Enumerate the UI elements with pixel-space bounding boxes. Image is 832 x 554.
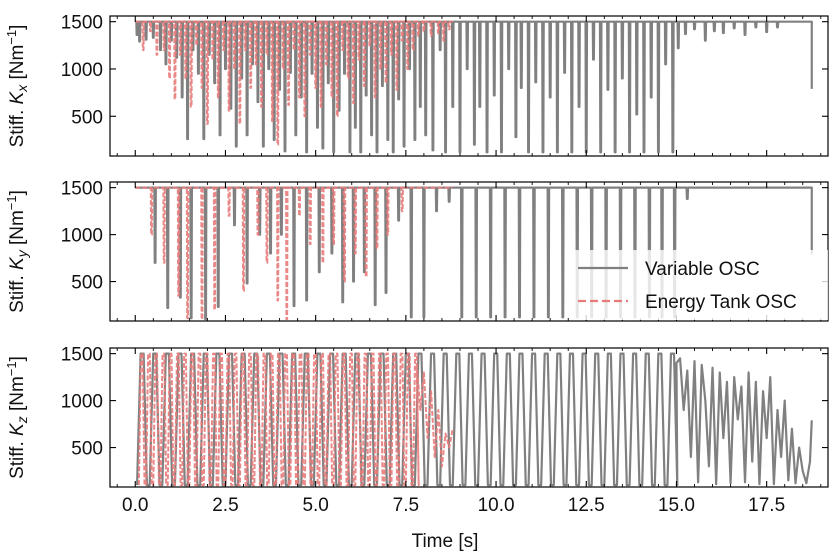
legend: Variable OSC Energy Tank OSC (572, 250, 828, 320)
y-tick-label-y: 1000 (61, 226, 103, 247)
y-tick-label-z: 1500 (61, 345, 103, 366)
y-label-symbol: K (7, 90, 28, 104)
y-label-close: ] (7, 190, 28, 195)
y-axis-label-x: Stiff. Kx [Nm−1] (4, 25, 30, 148)
axes-frame-z (109, 347, 829, 488)
x-tick-label: 17.5 (748, 495, 785, 516)
legend-label-variable-osc: Variable OSC (645, 259, 760, 280)
series-line-energy-tank-osc-x (135, 20, 453, 146)
legend-frame (572, 250, 828, 320)
y-tick-label-z: 1000 (61, 392, 103, 413)
x-tick-label: 7.5 (393, 495, 419, 516)
y-tick-label-y: 500 (71, 273, 103, 294)
y-label-unit: [Nm (7, 376, 28, 416)
y-label-symbol: K (7, 256, 28, 270)
series-line-energy-tank-osc-z (137, 352, 454, 487)
series-line-energy-tank-osc-y (135, 186, 453, 321)
x-tick-label: 5.0 (302, 495, 328, 516)
y-label-unit: [Nm (7, 210, 28, 250)
y-tick-label-x: 1500 (61, 13, 103, 34)
y-label-prefix: Stiff. (7, 270, 28, 313)
y-axis-label-y: Stiff. Ky [Nm−1] (4, 190, 30, 313)
y-label-prefix: Stiff. (7, 104, 28, 147)
subplot-z: 500 1000 1500 Stiff. Kz [Nm−1] (4, 345, 829, 488)
y-tick-label-z: 500 (71, 439, 103, 460)
y-label-subscript: y (14, 249, 30, 258)
legend-label-energy-tank-osc: Energy Tank OSC (645, 292, 797, 313)
x-tick-label: 12.5 (568, 495, 605, 516)
y-label-exponent: −1 (4, 195, 19, 210)
y-axis-label-z: Stiff. Kz [Nm−1] (4, 356, 30, 479)
y-tick-label-x: 1000 (61, 60, 103, 81)
y-label-exponent: −1 (4, 361, 19, 376)
y-label-close: ] (7, 25, 28, 30)
x-tick-label: 10.0 (478, 495, 515, 516)
y-tick-label-x: 500 (71, 107, 103, 128)
x-tick-labels: 0.0 2.5 5.0 7.5 10.0 12.5 15.0 17.5 (122, 495, 785, 516)
series-line-variable-osc-x (135, 20, 813, 154)
y-label-close: ] (7, 356, 28, 361)
x-tick-label: 0.0 (122, 495, 148, 516)
y-label-exponent: −1 (4, 30, 19, 45)
axes-frame-x (109, 15, 829, 157)
x-axis-label: Time [s] (412, 531, 479, 552)
subplot-y: 500 1000 1500 Stiff. Ky [Nm−1] (4, 179, 829, 322)
x-tick-label: 15.0 (658, 495, 695, 516)
y-label-prefix: Stiff. (7, 436, 28, 479)
y-label-subscript: x (14, 84, 30, 93)
y-label-unit: [Nm (7, 45, 28, 85)
x-tick-label: 2.5 (212, 495, 238, 516)
y-label-symbol: K (7, 422, 28, 436)
y-tick-label-y: 1500 (61, 179, 103, 200)
subplot-x: 500 1000 1500 Stiff. Kx [Nm−1] (4, 13, 829, 157)
y-label-subscript: z (14, 416, 30, 424)
